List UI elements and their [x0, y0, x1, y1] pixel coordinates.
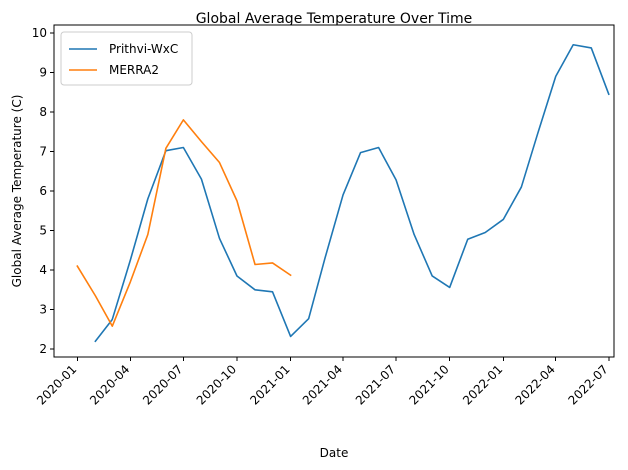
legend-box: [60, 31, 193, 86]
x-tick-label: 2020-04: [87, 362, 132, 407]
y-tick-label: 5: [39, 224, 47, 238]
x-axis-ticks: 2020-01 2020-04 2020-07 2020-10 2021-01 2021-…: [34, 357, 611, 408]
y-tick-label: 2: [39, 342, 47, 356]
series-line-merra2: [76, 119, 292, 327]
y-tick-label: 3: [39, 303, 47, 317]
x-tick-label: 2022-01: [460, 362, 505, 407]
x-tick-label: 2020-01: [34, 362, 79, 407]
y-axis-ticks: 2 3 4 5 6 7 8 9 10: [32, 26, 54, 356]
x-axis-title: Date: [320, 446, 349, 460]
y-tick-label: 10: [32, 26, 47, 40]
y-tick-label: 6: [39, 184, 47, 198]
series-line-prithvi-wxc: [94, 43, 610, 343]
y-tick-label: 8: [39, 105, 47, 119]
x-tick-label: 2021-07: [353, 362, 398, 407]
y-tick-label: 9: [39, 65, 47, 79]
x-tick-label: 2020-07: [140, 362, 185, 407]
x-tick-label: 2021-04: [300, 362, 345, 407]
x-tick-label: 2022-04: [512, 362, 557, 407]
legend: Prithvi-WxC MERRA2: [60, 31, 193, 86]
y-tick-label: 4: [39, 263, 47, 277]
series-layer: [76, 43, 610, 343]
legend-label-merra2: MERRA2: [109, 63, 159, 77]
chart-title: Global Average Temperature Over Time: [196, 11, 473, 27]
y-axis-title: Global Average Temperature (C): [10, 95, 24, 288]
x-tick-label: 2021-10: [406, 362, 451, 407]
legend-label-prithvi: Prithvi-WxC: [109, 42, 178, 56]
x-tick-label: 2020-10: [194, 362, 239, 407]
y-tick-label: 7: [39, 144, 47, 158]
x-tick-label: 2022-07: [566, 362, 611, 407]
x-tick-label: 2021-01: [247, 362, 292, 407]
